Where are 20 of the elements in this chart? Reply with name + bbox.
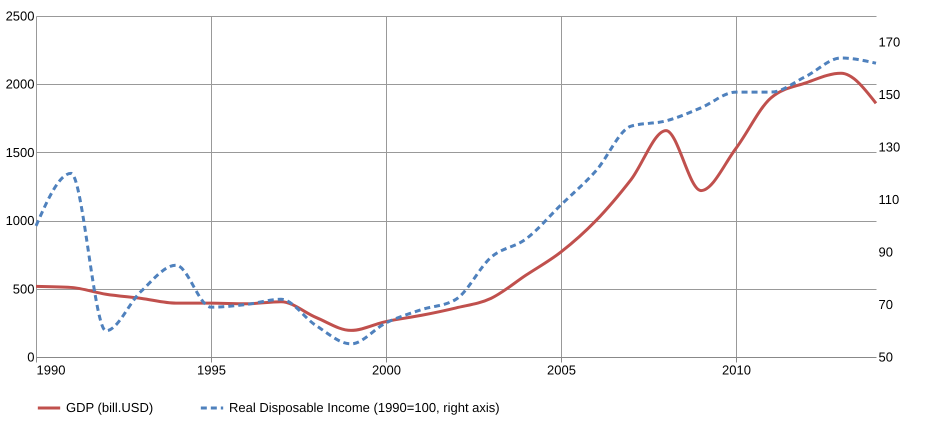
- y2-tick-label: 50: [878, 350, 893, 364]
- x-tick-label: 2010: [722, 362, 751, 378]
- y2-tick-label: 130: [878, 140, 900, 155]
- y2-tick-label: 70: [878, 297, 893, 312]
- y-tick-label: 2000: [6, 76, 34, 92]
- y-tick-label: 0: [27, 350, 34, 364]
- x-tick-label: 2000: [372, 362, 401, 378]
- y2-tick-label: 110: [878, 192, 900, 208]
- legend-label: Real Disposable Income (1990=100, right axis): [229, 400, 500, 415]
- y-tick-label: 1000: [6, 213, 34, 228]
- y-tick-label: 500: [12, 281, 34, 296]
- y-tick-label: 1500: [6, 144, 34, 160]
- y2-tick-label: 150: [878, 87, 900, 102]
- x-tick-label: 1990: [36, 362, 66, 378]
- y-tick-label: 2500: [6, 8, 34, 24]
- y2-tick-label: 170: [878, 34, 900, 50]
- x-tick-label: 2005: [547, 362, 576, 378]
- legend-label: GDP (bill.USD): [66, 400, 154, 415]
- x-tick-label: 1995: [197, 362, 226, 378]
- y2-tick-label: 90: [878, 244, 893, 260]
